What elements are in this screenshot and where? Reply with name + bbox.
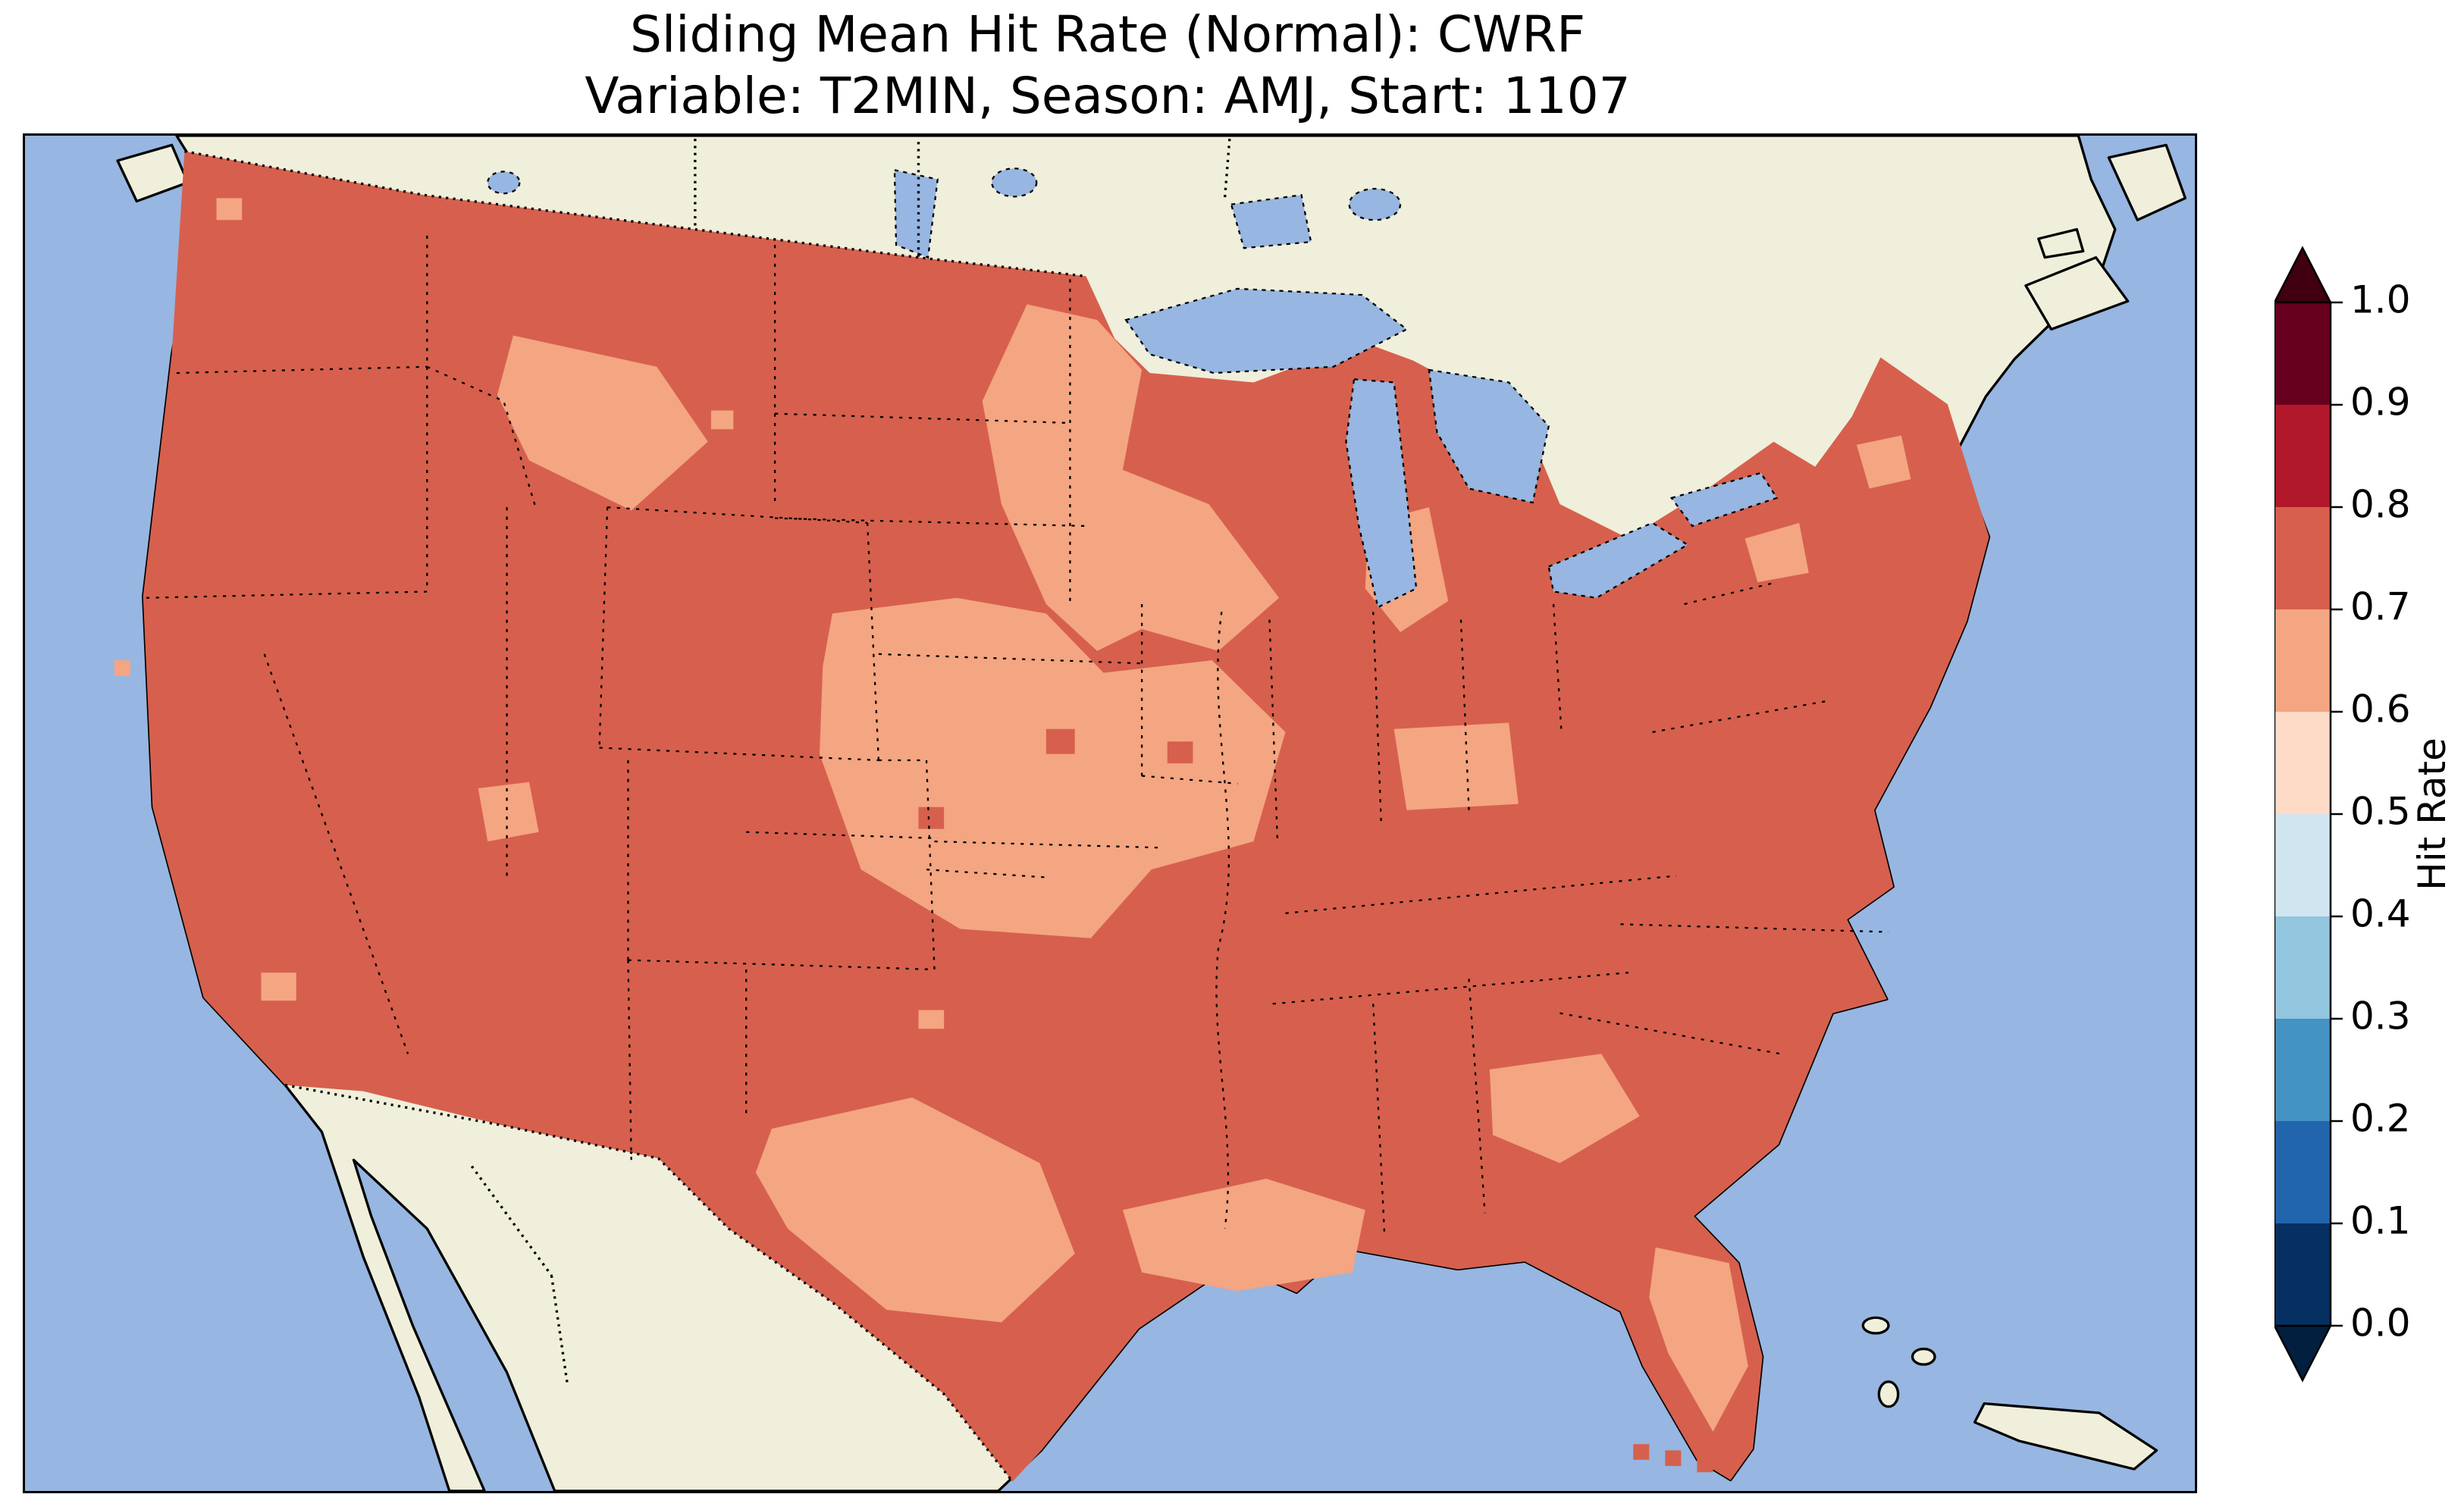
lake-winnipeg <box>893 168 939 259</box>
map-plot-area <box>23 133 2197 1493</box>
lake-erie <box>1547 521 1690 599</box>
lake-ontario <box>1669 471 1779 528</box>
lake-huron <box>1428 368 1550 504</box>
cuba-island <box>1973 1402 2158 1471</box>
colorbar-bin <box>2274 507 2331 609</box>
hit-rate-high-speckles <box>918 728 1713 1473</box>
chart-title-line2: Variable: T2MIN, Season: AMJ, Start: 110… <box>585 66 1631 125</box>
colorbar: 1.0 0.9 0.8 0.7 0.6 0.5 0.4 0.3 0.2 0.1 … <box>2274 242 2464 1424</box>
chart-title: Sliding Mean Hit Rate (Normal): CWRF Var… <box>23 5 2193 127</box>
colorbar-over-triangle <box>2274 246 2333 304</box>
florida-keys-cell <box>1665 1450 1682 1467</box>
canada-us-border <box>184 149 1086 278</box>
mexico-state-borders <box>470 1165 569 1386</box>
florida-keys-cell <box>1697 1456 1713 1473</box>
colorbar-tick-label: 0.3 <box>2350 994 2411 1038</box>
lakes-layer <box>487 168 1779 609</box>
us-hit-rate-map <box>25 136 2195 1491</box>
mexico-us-border <box>284 1083 1014 1483</box>
colorbar-tick-label: 0.5 <box>2350 790 2411 834</box>
newfoundland-island <box>2107 143 2187 221</box>
bahamas-island <box>1911 1347 1936 1366</box>
colorbar-bin <box>2274 712 2331 814</box>
patch-ohio-indiana <box>1393 722 1519 810</box>
patch-offshore-cell <box>114 660 130 676</box>
state-border-lines <box>146 235 1889 1232</box>
colorbar-tick-marks <box>2331 301 2343 1327</box>
colorbar-tick-label: 0.8 <box>2350 483 2411 527</box>
colorbar-bin <box>2274 814 2331 916</box>
colorbar-tick-label: 1.0 <box>2350 278 2411 322</box>
lake-michigan <box>1345 378 1418 609</box>
colorbar-tick-label: 0.7 <box>2350 585 2411 629</box>
florida-keys-cell <box>1633 1444 1650 1460</box>
colorbar-tick-label: 0.9 <box>2350 381 2411 424</box>
patch-upper-midwest <box>982 304 1280 651</box>
colorbar-bin <box>2274 1223 2331 1326</box>
lake-superior <box>1124 287 1409 374</box>
colorbar-bin <box>2274 405 2331 507</box>
canada-lake <box>1348 187 1402 221</box>
hit-rate-mid-layer <box>114 198 1911 1432</box>
patch-new-york <box>1745 522 1809 583</box>
chart-title-line1: Sliding Mean Hit Rate (Normal): CWRF <box>629 5 1586 64</box>
country-borders <box>184 138 1231 1483</box>
colorbar-bin <box>2274 609 2331 712</box>
patch-cell <box>710 410 734 430</box>
canada-lake <box>991 168 1038 198</box>
patch-montana <box>497 335 708 511</box>
patch-central-plains <box>819 597 1286 938</box>
colorbar-svg: 1.0 0.9 0.8 0.7 0.6 0.5 0.4 0.3 0.2 0.1 … <box>2274 246 2454 1383</box>
patch-florida <box>1649 1247 1748 1432</box>
colorbar-bin <box>2274 302 2331 405</box>
colorbar-tick-label: 0.2 <box>2350 1097 2411 1141</box>
prince-edward-island <box>2037 227 2085 259</box>
colorbar-tick-label: 0.6 <box>2350 687 2411 731</box>
colorbar-axis-label: Hit Rate <box>2410 738 2454 891</box>
canada-province-borders <box>694 138 1231 258</box>
state-borders <box>146 235 1889 1232</box>
colorbar-tick-label: 0.4 <box>2350 892 2411 936</box>
colorbar-tick-label: 0.0 <box>2350 1301 2411 1345</box>
lake-of-the-woods <box>1230 194 1312 249</box>
colorbar-bin <box>2274 1121 2331 1223</box>
speckle-cell <box>1167 741 1193 764</box>
patch-texas <box>755 1097 1075 1323</box>
patch-utah <box>478 781 539 842</box>
bahamas-island <box>1877 1380 1900 1408</box>
colorbar-under-triangle <box>2274 1324 2333 1383</box>
patch-cell <box>261 973 296 1001</box>
nova-scotia <box>2024 256 2130 331</box>
canada-lake <box>487 171 521 195</box>
colorbar-tick-label: 0.1 <box>2350 1199 2411 1243</box>
speckle-cell <box>918 807 945 829</box>
patch-cell <box>216 198 243 221</box>
patch-cell <box>918 1010 945 1029</box>
bahamas-island <box>1861 1316 1890 1335</box>
patch-gulf-coast <box>1122 1179 1365 1292</box>
colorbar-bin <box>2274 916 2331 1019</box>
colorbar-bin <box>2274 1019 2331 1121</box>
patch-maine <box>1856 435 1911 489</box>
patch-georgia <box>1489 1054 1640 1164</box>
speckle-cell <box>1045 728 1075 754</box>
